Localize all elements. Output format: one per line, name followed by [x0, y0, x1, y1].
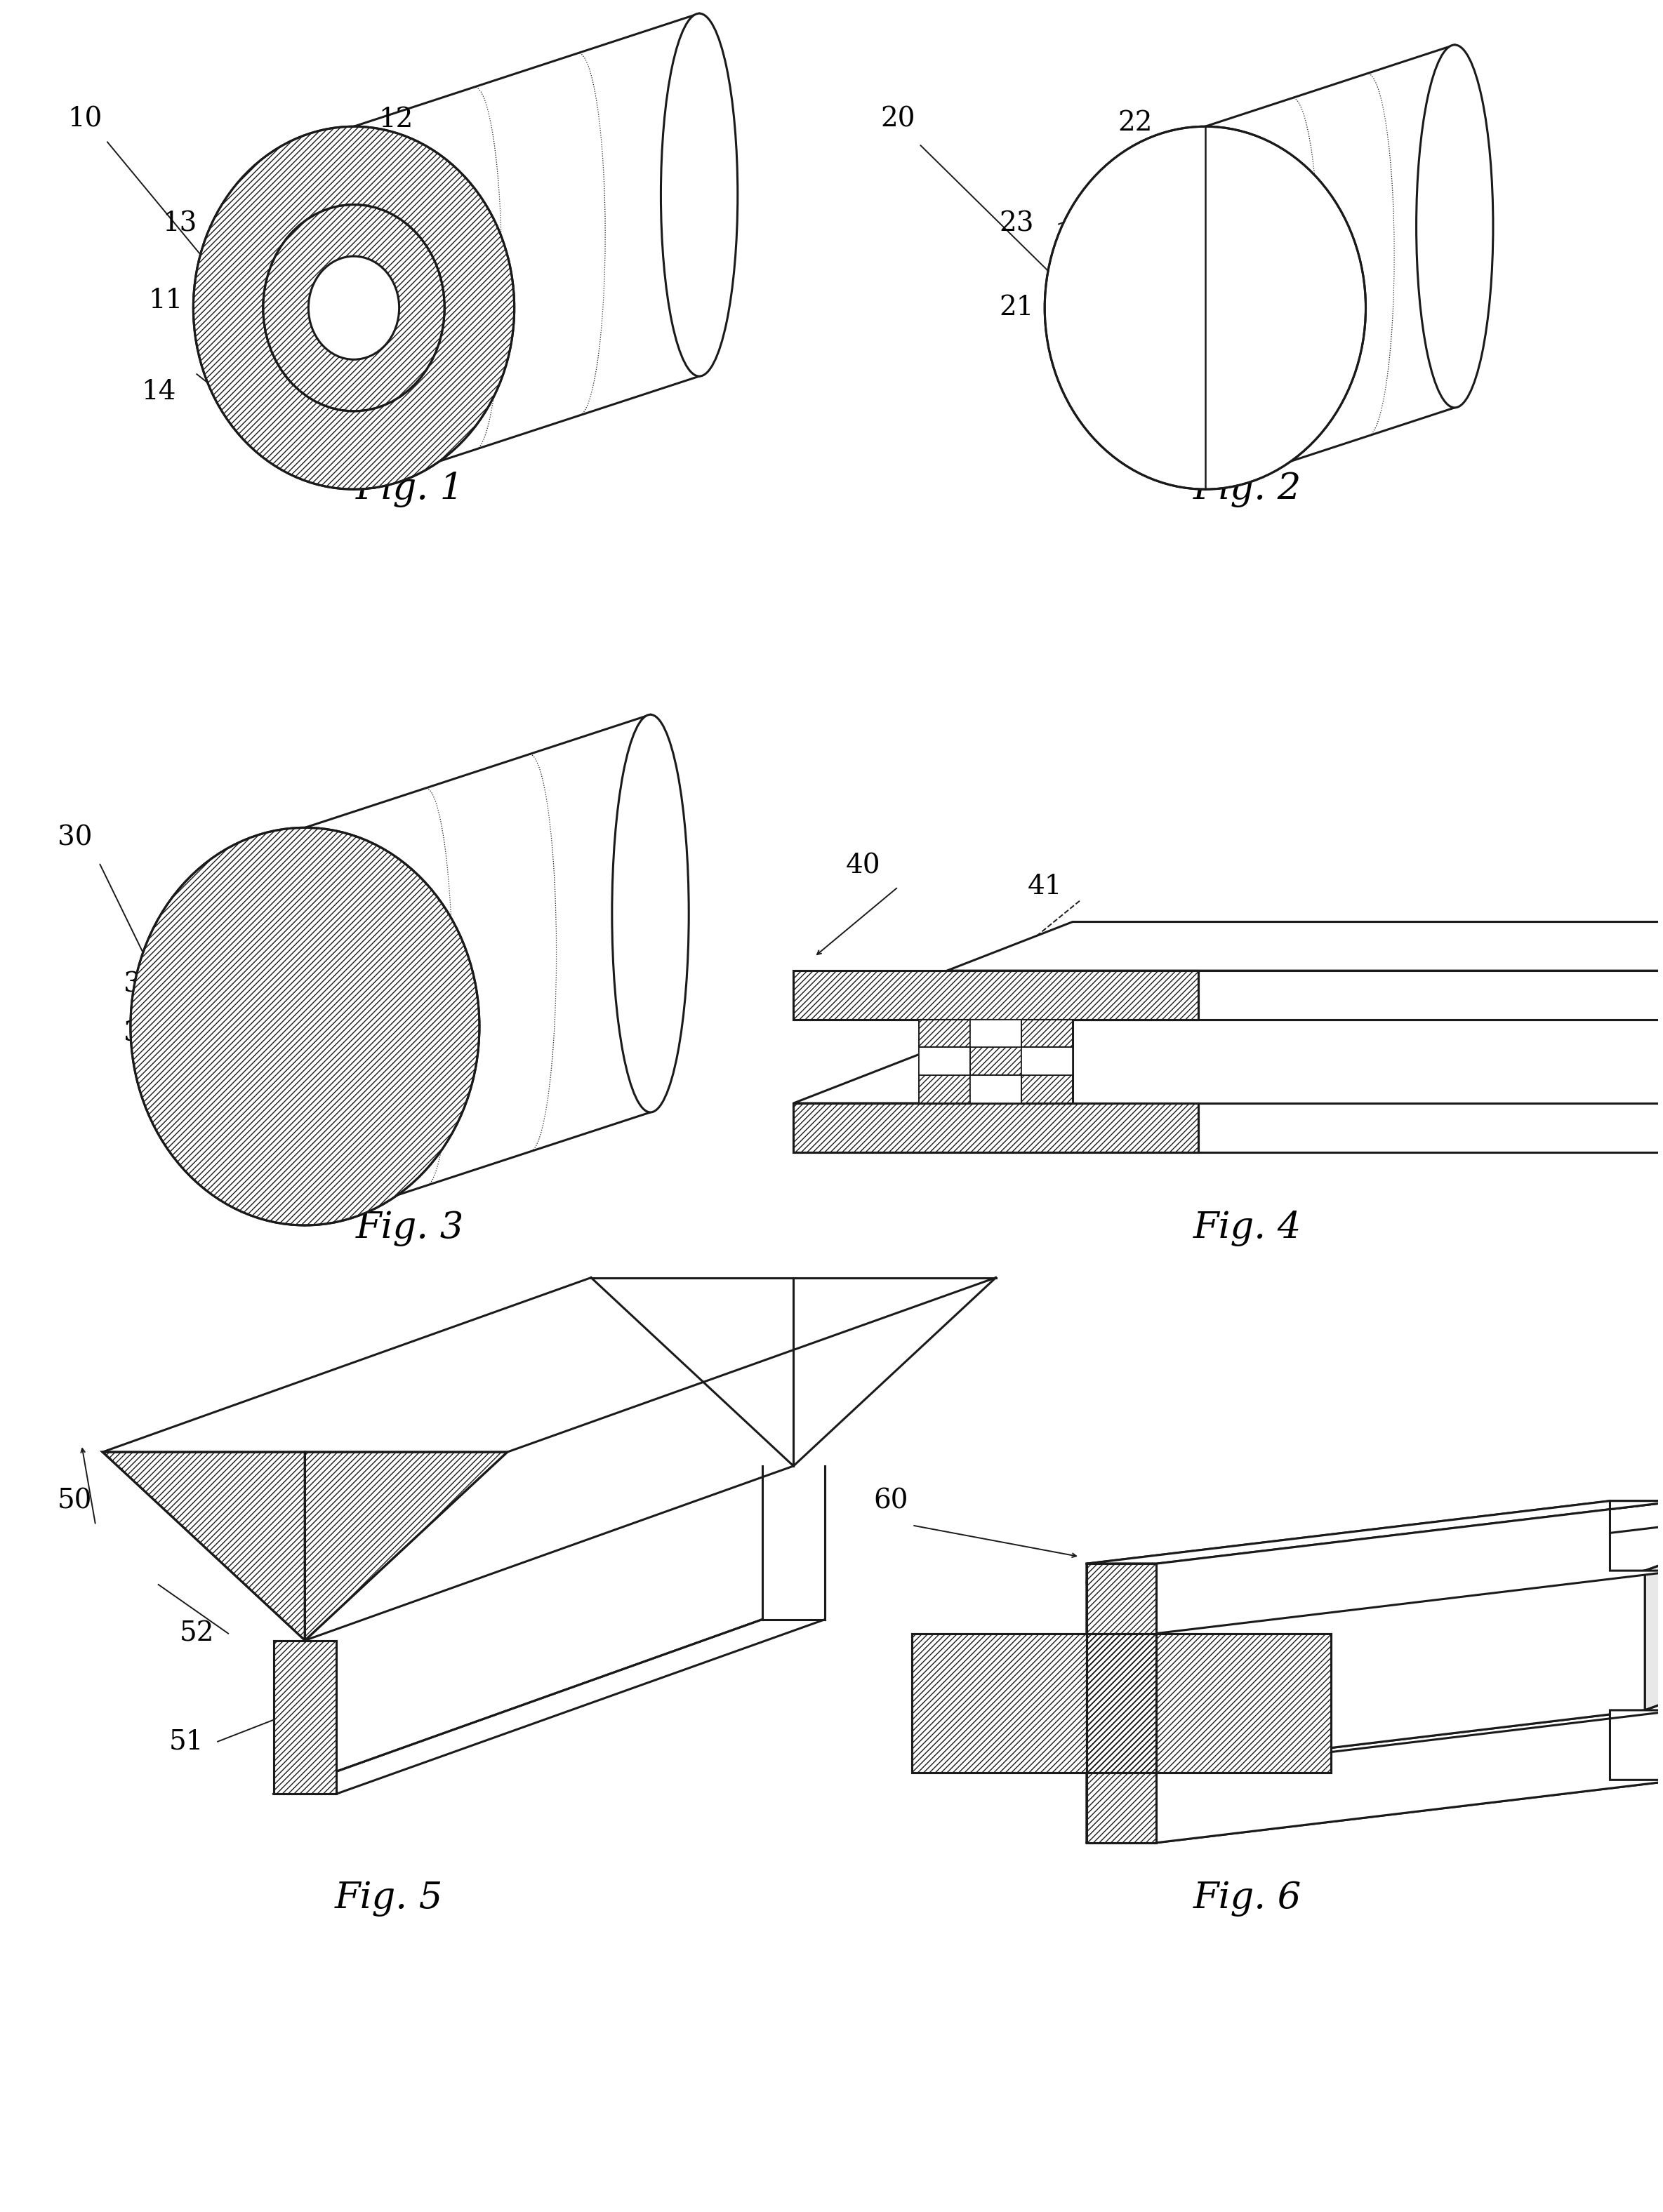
Text: 52: 52	[180, 1621, 215, 1646]
Bar	[920, 1020, 970, 1048]
Text: 61: 61	[1083, 1571, 1118, 1597]
Text: 31: 31	[123, 1020, 158, 1046]
Polygon shape	[911, 1632, 1330, 1774]
Text: 23: 23	[999, 210, 1034, 237]
Text: Fig. 3: Fig. 3	[356, 1210, 464, 1248]
Text: 13: 13	[161, 210, 196, 237]
Bar	[970, 1075, 1021, 1104]
Ellipse shape	[263, 206, 444, 411]
Text: 20: 20	[881, 106, 916, 133]
Text: 34: 34	[161, 1102, 196, 1126]
Polygon shape	[793, 1104, 1199, 1152]
Text: 21: 21	[999, 294, 1034, 321]
Text: Fig. 5: Fig. 5	[334, 1880, 442, 1916]
Bar	[970, 1020, 1021, 1048]
Text: 33: 33	[123, 971, 158, 998]
Polygon shape	[793, 1104, 1663, 1152]
Polygon shape	[1073, 971, 1663, 1020]
Ellipse shape	[612, 714, 688, 1113]
Text: 42: 42	[923, 1035, 958, 1060]
Text: 22: 22	[1118, 111, 1152, 135]
Text: 51: 51	[170, 1728, 203, 1754]
Text: Fig. 2: Fig. 2	[1192, 471, 1300, 507]
Text: 30: 30	[57, 825, 91, 852]
Text: Fig. 1: Fig. 1	[356, 471, 464, 507]
Bar	[970, 1048, 1021, 1075]
Text: 62: 62	[951, 1690, 984, 1717]
Bar	[970, 1075, 1021, 1104]
Bar	[920, 1048, 970, 1075]
Polygon shape	[273, 1641, 336, 1794]
Ellipse shape	[308, 257, 399, 361]
Text: 50: 50	[57, 1489, 91, 1513]
Bar	[970, 1048, 1021, 1075]
Text: 11: 11	[148, 288, 183, 314]
Bar	[920, 1020, 970, 1048]
Bar	[920, 1075, 970, 1104]
Bar	[970, 1020, 1021, 1048]
Polygon shape	[793, 971, 1199, 1020]
Bar	[1021, 1048, 1073, 1075]
Ellipse shape	[193, 126, 514, 489]
Bar	[1021, 1020, 1073, 1048]
Text: 40: 40	[846, 854, 881, 878]
Polygon shape	[946, 922, 1663, 971]
Text: 32: 32	[239, 887, 273, 914]
Ellipse shape	[660, 13, 738, 376]
Polygon shape	[1086, 1564, 1156, 1843]
Ellipse shape	[1044, 126, 1365, 489]
Text: 14: 14	[141, 378, 176, 405]
Ellipse shape	[130, 827, 479, 1225]
Text: Fig. 4: Fig. 4	[1192, 1210, 1300, 1248]
Bar	[920, 1075, 970, 1104]
Text: 24: 24	[1098, 400, 1133, 425]
Bar	[1021, 1075, 1073, 1104]
Polygon shape	[1086, 1502, 1663, 1632]
Ellipse shape	[1417, 44, 1493, 407]
Polygon shape	[1086, 1710, 1663, 1843]
Polygon shape	[1121, 1571, 1645, 1774]
Polygon shape	[1086, 1502, 1663, 1564]
Polygon shape	[1645, 1509, 1663, 1710]
Text: 12: 12	[379, 106, 412, 133]
Polygon shape	[1121, 1509, 1663, 1632]
Text: 41: 41	[1028, 874, 1063, 900]
Polygon shape	[946, 971, 1663, 1020]
Polygon shape	[1073, 1020, 1663, 1104]
Polygon shape	[1086, 1632, 1156, 1774]
Bar	[1021, 1020, 1073, 1048]
Bar	[1021, 1075, 1073, 1104]
Text: 10: 10	[68, 106, 103, 133]
Bar	[920, 1048, 970, 1075]
Text: Fig. 6: Fig. 6	[1192, 1880, 1300, 1916]
Text: 60: 60	[873, 1489, 908, 1513]
Polygon shape	[103, 1451, 304, 1641]
Polygon shape	[304, 1451, 507, 1641]
Polygon shape	[793, 1055, 1663, 1104]
Bar	[1021, 1048, 1073, 1075]
